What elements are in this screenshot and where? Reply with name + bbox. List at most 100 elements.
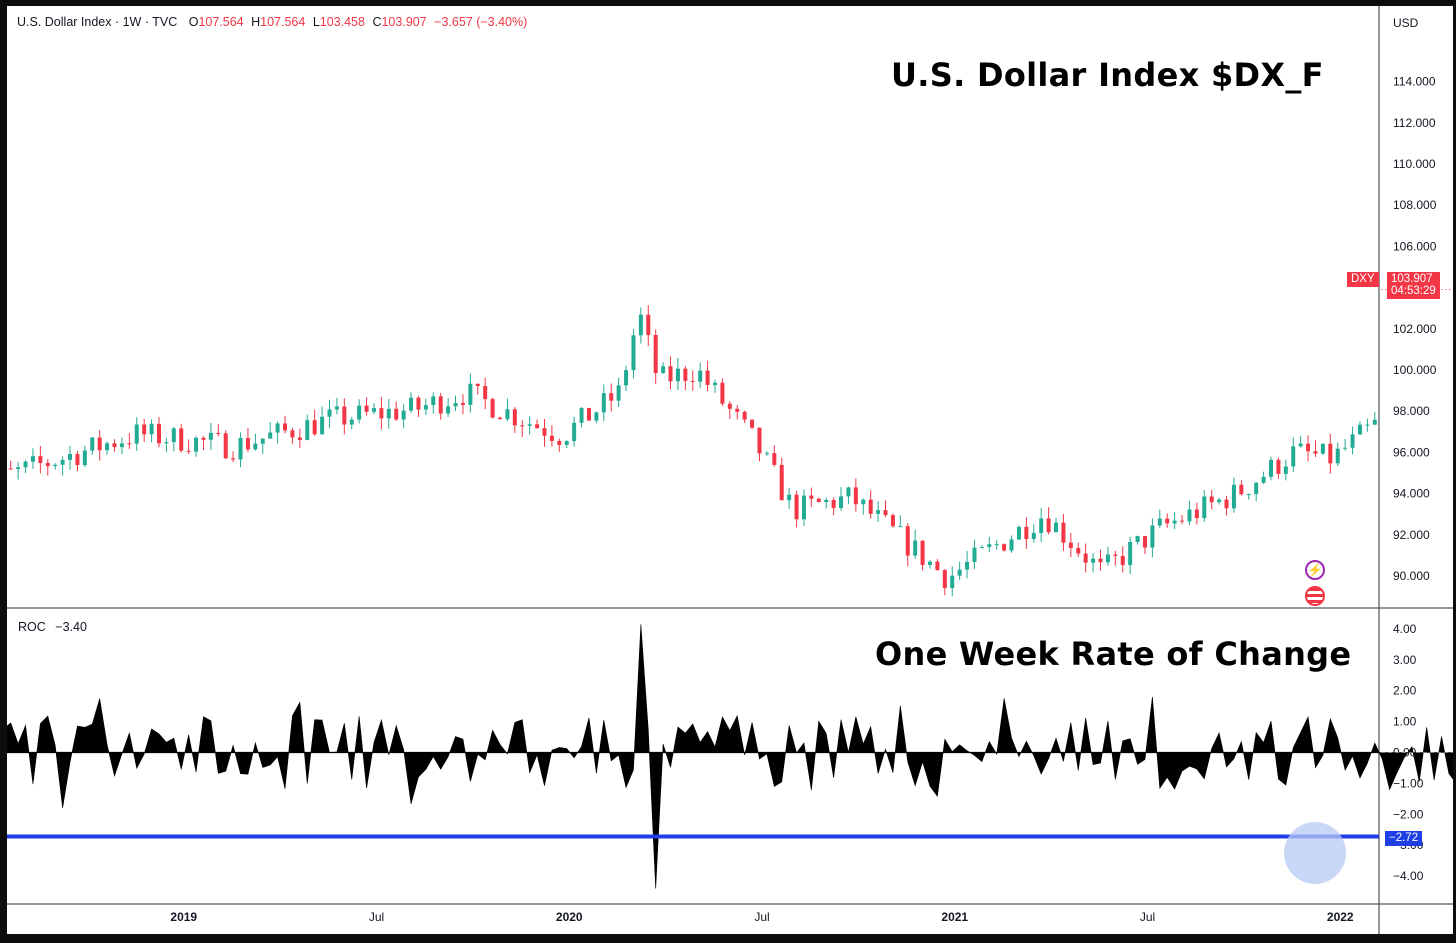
candle-body — [846, 487, 851, 497]
candle-body — [935, 561, 940, 571]
candle-body — [327, 409, 332, 417]
candle-body — [483, 386, 488, 400]
candle-body — [994, 544, 999, 546]
candle-body — [38, 456, 43, 464]
candle-body — [861, 499, 866, 505]
candle-body — [30, 456, 35, 462]
candle-body — [245, 437, 250, 450]
candle-body — [661, 366, 666, 374]
currency-label[interactable]: USD — [1393, 16, 1419, 30]
candle-body — [453, 403, 458, 407]
candle-body — [1083, 553, 1088, 563]
roc-tick-label: −1.00 — [1393, 776, 1424, 790]
price-tick-label: 114.000 — [1393, 75, 1436, 89]
candle-body — [1202, 496, 1207, 519]
candle-body — [1098, 558, 1103, 563]
candle-body — [112, 443, 117, 448]
roc-tick-label: 3.00 — [1393, 653, 1417, 667]
candle-body — [401, 410, 406, 420]
roc-tick-label: 1.00 — [1393, 715, 1417, 729]
candle-body — [905, 526, 910, 556]
candle-body — [53, 464, 58, 467]
candle-body — [1172, 520, 1177, 524]
candle-body — [735, 408, 740, 412]
candle-body — [979, 547, 984, 549]
candle-body — [839, 496, 844, 509]
candle-body — [787, 494, 792, 501]
candle-body — [742, 411, 747, 420]
candle-body — [965, 561, 970, 570]
candle-body — [1328, 443, 1333, 464]
candle-body — [320, 416, 325, 435]
time-tick-label: Jul — [369, 910, 384, 924]
price-tick-label: 106.000 — [1393, 239, 1437, 253]
roc-tick-label: 4.00 — [1393, 622, 1417, 636]
candle-body — [1365, 424, 1370, 426]
candle-body — [305, 420, 310, 440]
symbol-info: U.S. Dollar Index · 1W · TVC — [17, 15, 178, 29]
candle-body — [1061, 522, 1066, 543]
candle-body — [505, 409, 510, 420]
candle-body — [1306, 443, 1311, 452]
candle-body — [616, 385, 621, 401]
low-label: L — [312, 15, 320, 29]
candle-body — [987, 544, 992, 548]
candle-body — [698, 370, 703, 382]
candle-body — [349, 419, 354, 425]
price-tick-label: 102.000 — [1393, 322, 1437, 336]
price-tick-label: 92.000 — [1393, 528, 1430, 542]
symbol-header[interactable]: U.S. Dollar Index · 1W · TVC O107.564 H1… — [17, 15, 527, 29]
candle-body — [705, 370, 710, 386]
candle-body — [186, 450, 191, 452]
candle-body — [646, 314, 651, 335]
candle-body — [75, 454, 80, 466]
price-tick-label: 110.000 — [1393, 157, 1436, 171]
candle-body — [379, 408, 384, 419]
candle-body — [231, 458, 236, 460]
candle-body — [1120, 555, 1125, 566]
roc-chart-title: One Week Rate of Change — [875, 635, 1352, 673]
candle-body — [268, 432, 273, 439]
candle-body — [223, 433, 228, 459]
candle-body — [564, 441, 569, 445]
lightning-icon[interactable]: ⚡ — [1305, 560, 1325, 580]
price-tick-label: 108.000 — [1393, 198, 1437, 212]
candle-body — [179, 428, 184, 451]
candle-body — [853, 487, 858, 505]
candle-body — [1239, 484, 1244, 495]
roc-level-tag: −2.72 — [1385, 831, 1423, 846]
us-flag-icon[interactable] — [1305, 586, 1325, 606]
candle-body — [1217, 499, 1222, 503]
candle-body — [942, 570, 947, 589]
candle-body — [8, 468, 13, 470]
roc-tick-label: 2.00 — [1393, 684, 1417, 698]
candle-body — [312, 420, 317, 435]
candle-body — [409, 397, 414, 411]
bar-countdown: 04:53:29 — [1391, 285, 1436, 297]
candle-body — [238, 437, 243, 460]
time-tick-label: 2019 — [170, 910, 197, 924]
candle-body — [468, 383, 473, 405]
candle-body — [868, 499, 873, 514]
candle-body — [1150, 525, 1155, 548]
chart-canvas[interactable]: 114.000112.000110.000108.000106.000104.0… — [7, 6, 1453, 934]
change-value: −3.657 (−3.40%) — [434, 15, 528, 29]
candle-body — [1157, 518, 1162, 526]
candle-body — [1091, 558, 1096, 563]
candle-body — [283, 423, 288, 431]
candle-body — [371, 408, 376, 412]
candle-body — [950, 575, 955, 589]
candle-body — [164, 442, 169, 444]
candle-body — [1105, 554, 1110, 563]
roc-legend[interactable]: ROC −3.40 — [18, 620, 87, 634]
candle-body — [527, 424, 532, 426]
candle-body — [1142, 536, 1147, 548]
candle-body — [446, 406, 451, 414]
candle-body — [757, 427, 762, 454]
candle-body — [45, 463, 50, 467]
candle-body — [82, 450, 87, 466]
candle-body — [460, 403, 465, 405]
candle-body — [1276, 459, 1281, 474]
candle-body — [357, 405, 362, 420]
candle-body — [890, 515, 895, 527]
